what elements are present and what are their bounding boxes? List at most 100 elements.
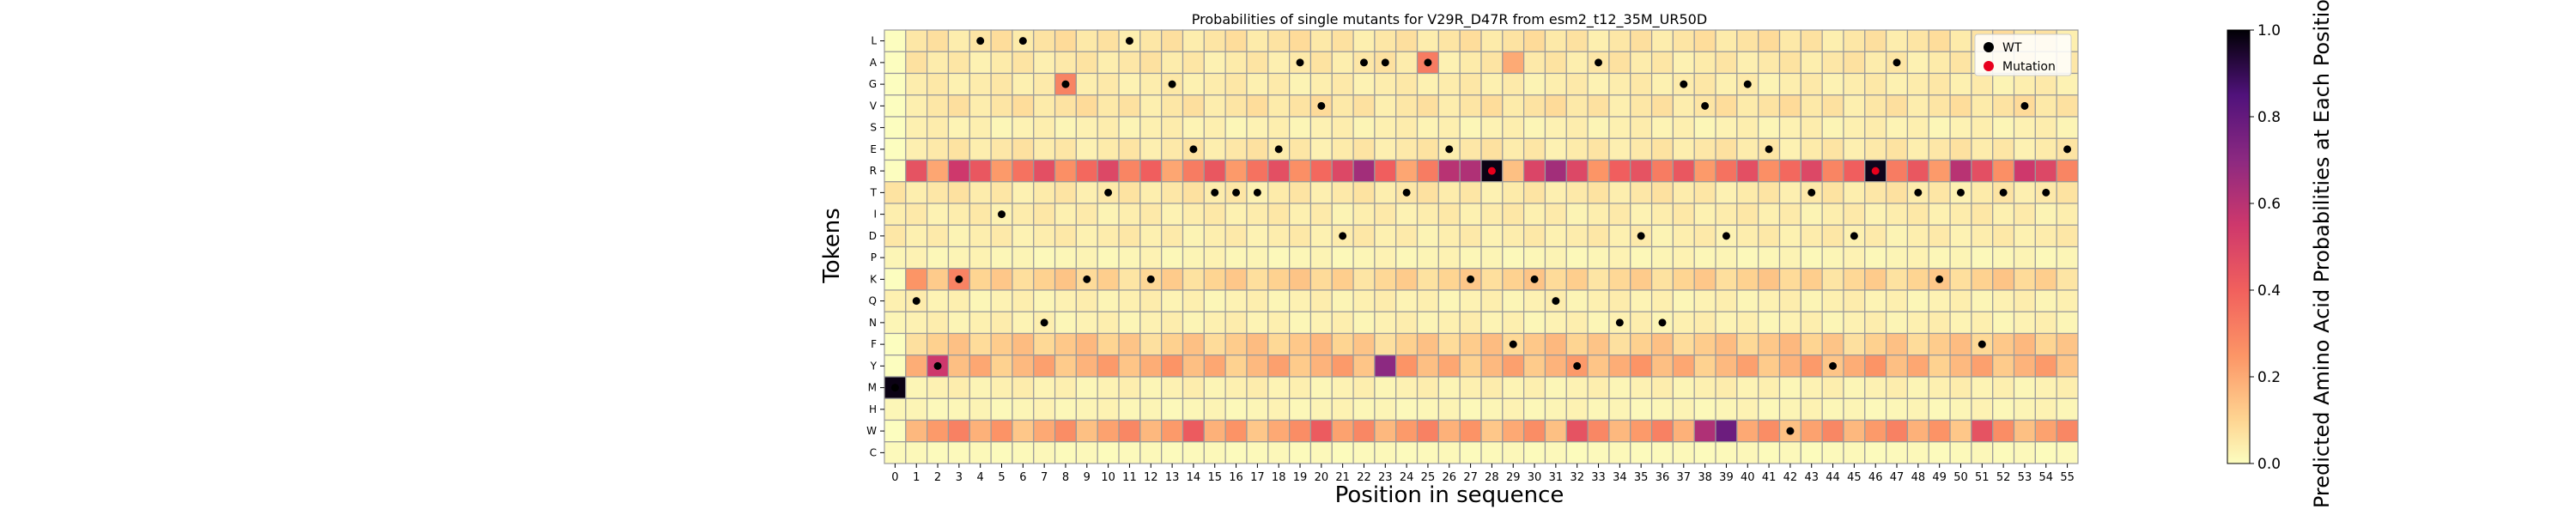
heatmap-cell xyxy=(1075,354,1098,378)
heatmap-cell xyxy=(1523,419,1546,443)
heatmap-cell xyxy=(1309,159,1333,183)
heatmap-cell xyxy=(1928,376,1951,399)
heatmap-cell xyxy=(884,245,907,270)
heatmap-cell xyxy=(1331,268,1354,291)
heatmap-cell xyxy=(1843,289,1866,312)
heatmap-cell xyxy=(1864,419,1887,443)
heatmap-cell xyxy=(2013,289,2036,312)
heatmap-cell xyxy=(969,332,992,356)
heatmap-cell xyxy=(1118,289,1141,312)
x-tick-label: 44 xyxy=(1826,471,1840,484)
heatmap-cell xyxy=(1012,268,1035,291)
heatmap-cell xyxy=(990,311,1013,335)
heatmap-cell xyxy=(1587,311,1610,335)
heatmap-cell xyxy=(1182,116,1205,139)
heatmap-cell xyxy=(1161,397,1184,421)
heatmap-cell xyxy=(1161,181,1184,204)
heatmap-cell xyxy=(1608,441,1631,464)
heatmap-cell xyxy=(1693,159,1716,183)
heatmap-cell xyxy=(1821,29,1844,52)
heatmap-cell xyxy=(1097,137,1120,161)
heatmap-cell xyxy=(1544,311,1567,335)
heatmap-cell xyxy=(1758,94,1781,118)
heatmap-cell xyxy=(1309,419,1333,443)
heatmap-cell xyxy=(905,354,928,378)
heatmap-cell xyxy=(1650,159,1674,183)
heatmap-cell xyxy=(884,72,907,96)
heatmap-cell xyxy=(947,376,970,399)
heatmap-cell xyxy=(1736,311,1759,335)
heatmap-cell xyxy=(1075,397,1098,421)
heatmap-cell xyxy=(1395,245,1419,270)
x-tick-label: 46 xyxy=(1868,471,1883,484)
heatmap-cell xyxy=(1544,376,1567,399)
heatmap-cell xyxy=(1118,116,1141,139)
heatmap-cell xyxy=(1331,159,1354,183)
heatmap-cell xyxy=(1139,224,1163,248)
heatmap-cell xyxy=(1523,51,1546,75)
heatmap-cell xyxy=(1459,419,1482,443)
heatmap-cell xyxy=(1715,268,1738,291)
heatmap-cell xyxy=(1630,29,1653,52)
heatmap-cell xyxy=(1565,159,1589,183)
heatmap-cell xyxy=(1971,311,1994,335)
heatmap-cell xyxy=(2056,245,2079,270)
heatmap-cell xyxy=(1821,51,1844,75)
y-tick-label: I xyxy=(873,209,877,221)
wt-marker xyxy=(1274,145,1283,154)
heatmap-cell xyxy=(2013,224,2036,248)
heatmap-cell xyxy=(1821,419,1844,443)
heatmap-cell xyxy=(1139,311,1163,335)
heatmap-cell xyxy=(1395,51,1419,75)
heatmap-cell xyxy=(1565,181,1589,204)
heatmap-cell xyxy=(947,441,970,464)
x-tick-label: 23 xyxy=(1378,471,1393,484)
heatmap-cell xyxy=(1309,245,1333,270)
heatmap-cell xyxy=(1309,332,1333,356)
heatmap-cell xyxy=(2013,397,2036,421)
heatmap-cell xyxy=(1331,116,1354,139)
heatmap-cell xyxy=(1352,181,1376,204)
heatmap-cell xyxy=(1182,72,1205,96)
heatmap-cell xyxy=(1097,332,1120,356)
heatmap-cell xyxy=(1778,354,1801,378)
x-tick-label: 4 xyxy=(977,471,984,484)
heatmap-cell xyxy=(1608,137,1631,161)
heatmap-cell xyxy=(1587,441,1610,464)
heatmap-cell xyxy=(1075,311,1098,335)
heatmap-cell xyxy=(1075,332,1098,356)
x-tick-label: 6 xyxy=(1019,471,1026,484)
heatmap-cell xyxy=(1309,289,1333,312)
x-axis-label: Position in sequence xyxy=(1335,482,1564,508)
heatmap-cell xyxy=(1778,159,1801,183)
x-tick-label: 34 xyxy=(1613,471,1627,484)
wt-marker xyxy=(1211,188,1219,197)
heatmap-cell xyxy=(1480,289,1504,312)
heatmap-cell xyxy=(1331,376,1354,399)
heatmap-cell xyxy=(1352,203,1376,226)
heatmap-cell xyxy=(1309,203,1333,226)
wt-marker xyxy=(1956,188,1965,197)
heatmap-cell xyxy=(2056,332,2079,356)
heatmap-cell xyxy=(1374,181,1397,204)
heatmap-cell xyxy=(1565,94,1589,118)
heatmap-cell xyxy=(1758,332,1781,356)
heatmap-cell xyxy=(1246,289,1269,312)
heatmap-cell xyxy=(1608,72,1631,96)
heatmap-cell xyxy=(1395,116,1419,139)
heatmap-cell xyxy=(1054,376,1077,399)
heatmap-cell xyxy=(1565,116,1589,139)
heatmap-cell xyxy=(1267,203,1291,226)
heatmap-cell xyxy=(1608,116,1631,139)
heatmap-cell xyxy=(1203,332,1226,356)
heatmap-cell xyxy=(1374,137,1397,161)
x-tick-label: 30 xyxy=(1528,471,1542,484)
heatmap-cell xyxy=(2034,311,2057,335)
heatmap-cell xyxy=(1161,419,1184,443)
heatmap-cell xyxy=(2034,116,2057,139)
heatmap-cell xyxy=(1800,419,1823,443)
heatmap-cell xyxy=(969,397,992,421)
heatmap-cell xyxy=(1992,311,2015,335)
heatmap-cell xyxy=(1715,419,1738,443)
heatmap-cell xyxy=(1672,51,1695,75)
